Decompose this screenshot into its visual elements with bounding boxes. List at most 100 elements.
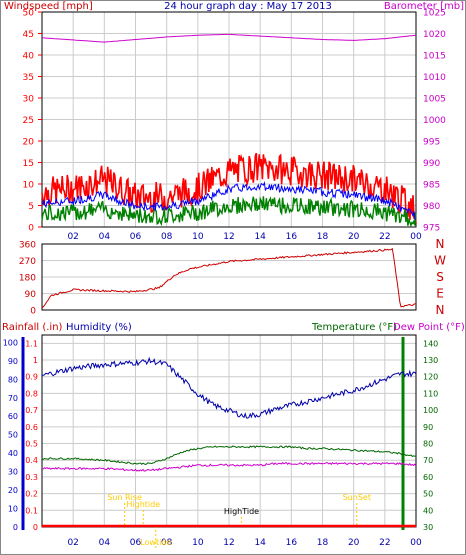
climate-series — [41, 356, 417, 528]
rainfall-axis-label: Rainfall (.in) — [2, 322, 63, 333]
direction-letter: S — [436, 270, 444, 284]
wind-y-tick-label: 5 — [28, 202, 34, 212]
barometer-y-tick-label: 1015 — [423, 52, 446, 62]
direction-series — [41, 247, 417, 309]
climate-x-tick-label: 16 — [286, 538, 298, 548]
humidity-y-tick-label: 80 — [8, 375, 18, 384]
temperature-y-tick-label: 110 — [423, 389, 438, 398]
wind-y-tick-label: 0 — [28, 224, 34, 234]
climate-x-tick-label: 08 — [161, 538, 173, 548]
wind-y-tick-label: 45 — [23, 30, 34, 40]
direction-y-tick-label: 270 — [19, 257, 36, 267]
barometer-y-tick-label: 975 — [423, 224, 440, 234]
temperature-y-tick-label: 80 — [423, 440, 433, 449]
dewpoint-axis-label: Dew Point (°F) — [393, 322, 465, 333]
wind-x-tick-label: 04 — [99, 232, 111, 242]
wind-direction-line — [41, 247, 417, 309]
wind-x-tick-label: 10 — [192, 232, 204, 242]
dewpoint-line — [42, 461, 417, 472]
barometer-y-tick-label: 990 — [423, 159, 440, 169]
temperature-y-tick-label: 140 — [423, 339, 438, 348]
rainfall-y-ticks: 0 0.1 0.2 0.3 0.4 0.5 0.6 0.7 0.8 0.9 1 1.1 — [25, 339, 38, 532]
wind-low-line — [41, 196, 417, 228]
wind-y-tick-label: 30 — [23, 95, 35, 105]
climate-x-tick-label: 20 — [348, 538, 360, 548]
humidity-y-tick-label: 0 — [13, 523, 18, 532]
temperature-y-tick-label: 100 — [423, 406, 438, 415]
direction-grid — [42, 243, 416, 311]
rainfall-y-tick-label: 0.2 — [25, 490, 38, 499]
rainfall-y-tick-label: 0.8 — [25, 389, 38, 398]
rainfall-y-tick-label: 0.3 — [25, 473, 38, 482]
annotation-label: Lowtide — [140, 538, 171, 547]
wind-y-tick-label: 10 — [23, 181, 35, 191]
wind-x-tick-label: 12 — [223, 232, 234, 242]
humidity-y-tick-label: 100 — [3, 338, 18, 347]
barometer-axis-label: Barometer [mb] — [384, 1, 464, 12]
climate-panel: Rainfall (.in) Humidity (%) Temperature … — [2, 322, 465, 548]
rainfall-y-tick-label: 0.6 — [25, 423, 38, 432]
direction-y-tick-label: 0 — [30, 307, 36, 317]
temperature-line — [41, 445, 417, 466]
climate-x-tick-label: 02 — [67, 538, 78, 548]
chart-title: 24 hour graph day : May 17 2013 — [164, 1, 332, 12]
climate-x-tick-label: 10 — [192, 538, 204, 548]
direction-y-ticks: 0 90 180 270 360 — [19, 241, 36, 317]
wind-x-tick-label: 06 — [130, 232, 142, 242]
wind-series — [41, 33, 417, 228]
wind-x-tick-label: 00 — [410, 232, 422, 242]
humidity-y-tick-label: 10 — [8, 505, 18, 514]
humidity-y-tick-label: 50 — [8, 431, 18, 440]
barometer-y-tick-label: 1000 — [423, 116, 446, 126]
temperature-y-tick-label: 60 — [423, 473, 433, 482]
wind-y-tick-label: 25 — [23, 116, 34, 126]
wind-x-tick-label: 02 — [67, 232, 78, 242]
humidity-y-tick-label: 70 — [8, 394, 18, 403]
climate-x-tick-label: 12 — [223, 538, 234, 548]
rainfall-y-tick-label: 0.7 — [25, 406, 38, 415]
barometer-y-tick-label: 1025 — [423, 9, 446, 19]
temperature-y-tick-label: 120 — [423, 373, 438, 382]
wind-grid — [42, 11, 417, 228]
barometer-y-tick-label: 985 — [423, 181, 440, 191]
wind-y-tick-label: 40 — [23, 52, 35, 62]
wind-panel: Windspeed [mph] 24 hour graph day : May … — [4, 1, 464, 242]
barometer-y-ticks: 975 980 985 990 995 1000 1005 1010 1015 1020 1025 — [423, 9, 446, 234]
temperature-y-tick-label: 30 — [423, 523, 433, 532]
humidity-y-tick-label: 20 — [8, 486, 18, 495]
temperature-y-tick-label: 130 — [423, 356, 438, 365]
wind-axis-label: Windspeed [mph] — [4, 1, 93, 12]
wind-x-tick-label: 18 — [317, 232, 329, 242]
barometer-line — [41, 33, 417, 43]
rainfall-y-tick-label: 0.4 — [25, 456, 38, 465]
temperature-y-tick-label: 50 — [423, 490, 433, 499]
rainfall-y-tick-label: 0.1 — [25, 506, 38, 515]
rainfall-y-tick-label: 0.5 — [25, 440, 38, 449]
annotation-label: HighTide — [224, 507, 259, 516]
barometer-y-tick-label: 980 — [423, 202, 440, 212]
direction-y-tick-label: 360 — [19, 241, 36, 251]
humidity-axis-label: Humidity (%) — [66, 322, 132, 333]
wind-y-tick-label: 20 — [23, 138, 35, 148]
direction-y-tick-label: 90 — [25, 290, 37, 300]
humidity-y-tick-label: 30 — [8, 468, 18, 477]
temperature-axis-label: Temperature (°F) — [311, 322, 397, 333]
humidity-y-tick-label: 90 — [8, 357, 18, 366]
wind-y-tick-label: 35 — [23, 73, 34, 83]
barometer-y-tick-label: 1010 — [423, 73, 446, 83]
temperature-y-tick-label: 90 — [423, 423, 433, 432]
annotation-label: SunSet — [343, 493, 371, 502]
climate-x-tick-label: 14 — [254, 538, 266, 548]
direction-letter: N — [436, 303, 445, 317]
annotation-label: Sun Rise — [107, 493, 142, 502]
barometer-y-tick-label: 1020 — [423, 30, 446, 40]
climate-x-tick-label: 18 — [317, 538, 329, 548]
humidity-y-tick-label: 60 — [8, 412, 18, 421]
wind-y-ticks: 0 5 10 15 20 25 30 35 40 45 50 — [23, 9, 42, 234]
barometer-y-tick-label: 995 — [423, 138, 440, 148]
climate-x-tick-label: 00 — [410, 538, 422, 548]
